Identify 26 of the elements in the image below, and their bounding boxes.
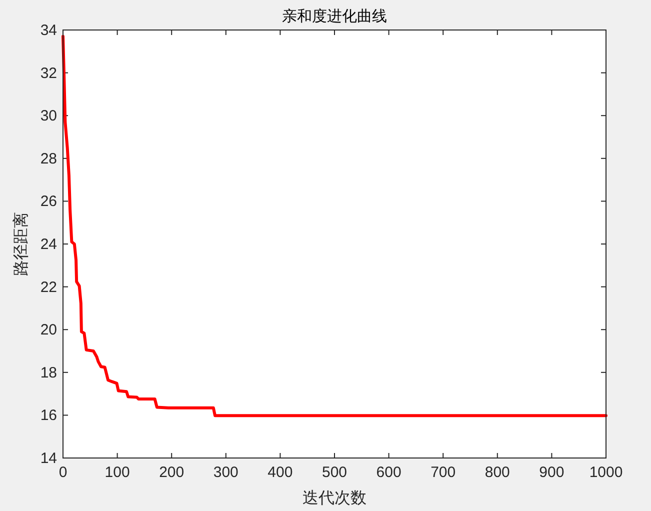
x-tick-label: 0	[58, 464, 68, 481]
x-tick-label: 600	[376, 464, 402, 481]
y-tick-label: 20	[40, 322, 57, 339]
y-tick-label: 28	[40, 150, 57, 168]
x-tick-label: 300	[213, 464, 238, 481]
x-tick-label: 500	[322, 464, 348, 481]
y-tick-label: 22	[40, 278, 57, 296]
y-tick-label: 30	[40, 108, 57, 125]
x-tick-label: 100	[104, 464, 130, 481]
y-tick-label: 14	[40, 450, 57, 467]
x-tick-label: 800	[484, 464, 510, 481]
x-axis-title: 迭代次数	[302, 489, 366, 507]
y-tick-label: 26	[40, 193, 57, 210]
chart-title: 亲和度进化曲线	[282, 8, 387, 25]
y-tick-label: 16	[40, 407, 57, 424]
y-axis-title: 路径距离	[12, 212, 30, 276]
x-tick-label: 900	[539, 464, 564, 481]
y-tick-label: 24	[40, 236, 57, 253]
x-tick-label: 1000	[589, 464, 623, 481]
x-tick-label: 200	[159, 464, 184, 481]
y-tick-label: 34	[40, 22, 57, 39]
y-tick-label: 32	[40, 64, 57, 82]
x-tick-label: 700	[430, 464, 456, 481]
y-tick-label: 18	[40, 364, 57, 382]
x-tick-label: 400	[268, 464, 293, 481]
line-series	[62, 34, 608, 418]
